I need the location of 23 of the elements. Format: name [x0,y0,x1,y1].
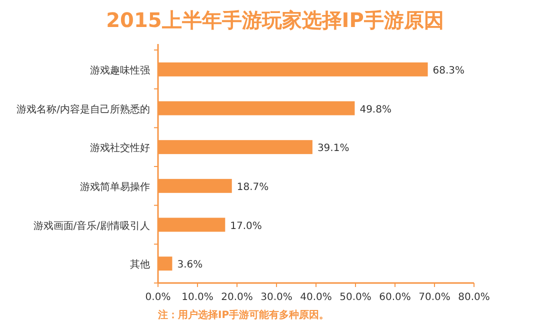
data-label: 39.1% [317,143,350,154]
y-tick-label: 游戏趣味性强 [90,64,150,76]
y-tick-label: 其他 [130,258,150,271]
y-tick-label: 游戏名称/内容是自己所熟悉的 [16,103,150,116]
y-tick-label: 游戏画面/音乐/剧情吸引人 [33,220,150,232]
x-tick-label: 40.0% [300,292,332,303]
text: 注：用户选择IP手游可能有多种原因。 [157,309,330,321]
x-tick-label: 0.0% [145,292,171,303]
x-tick-label: 50.0% [340,292,372,303]
x-tick-label: 30.0% [260,292,292,303]
y-tick-label: 游戏简单易操作 [80,180,150,193]
x-tick-label: 80.0% [458,292,490,303]
data-label: 49.8% [360,104,392,116]
x-tick-label: 60.0% [379,292,411,303]
chart-title: 2015上半年手游玩家选择IP手游原因 [106,8,444,32]
x-tick-label: 20.0% [221,292,253,303]
data-label: 68.3% [432,65,465,76]
data-label: 17.0% [230,220,262,232]
data-label: 18.7% [236,182,269,193]
data-label: 3.6% [177,260,203,271]
y-tick-label: 游戏社交性好 [90,142,150,154]
x-tick-label: 10.0% [182,292,214,303]
x-tick-label: 70.0% [418,292,450,303]
